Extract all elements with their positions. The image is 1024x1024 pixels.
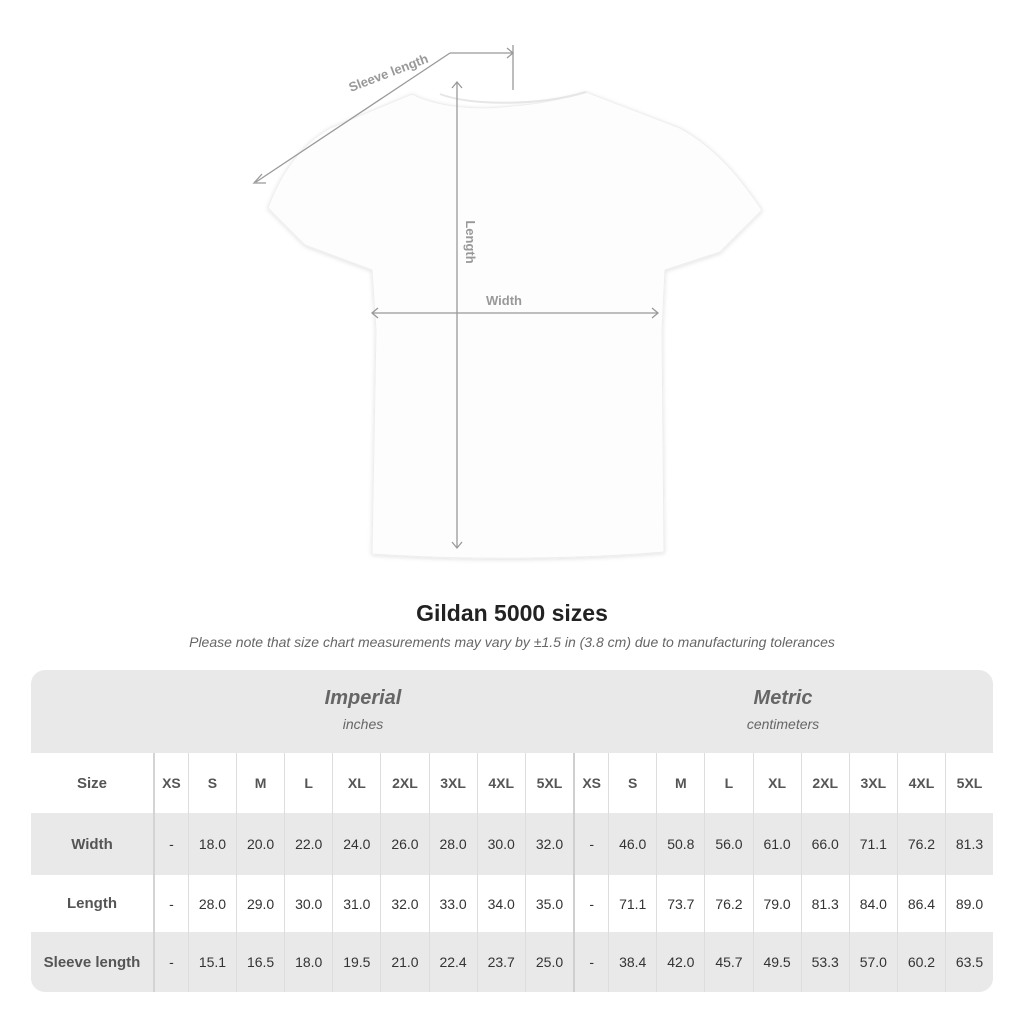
table-row: Width -18.0 20.0 22.0 24.0 26.0 28.0 30.0 32.0-4… <box>31 813 993 875</box>
metric-cell: 73.7 <box>656 875 705 932</box>
metric-title: Metric <box>753 687 813 709</box>
imperial-cell: 28.0 <box>187 875 237 932</box>
imperial-cell: 24.0 <box>332 813 381 875</box>
tshirt-shape <box>267 91 763 559</box>
size-header-xs: XS <box>573 753 609 813</box>
imperial-cell: 32.0 <box>380 875 430 932</box>
metric-cell: - <box>573 875 609 932</box>
metric-cell: 60.2 <box>896 932 946 992</box>
metric-cell: - <box>573 813 609 875</box>
imperial-cell: 25.0 <box>524 932 575 992</box>
size-header-m: M <box>236 753 285 813</box>
imperial-cell: 30.0 <box>284 875 333 932</box>
size-header-4xl: 4XL <box>476 753 526 813</box>
metric-cell: 49.5 <box>752 932 802 992</box>
page-title: Gildan 5000 sizes <box>416 600 608 626</box>
metric-cell: 89.0 <box>945 875 993 932</box>
metric-header: Metric centimeters <box>573 670 993 753</box>
metric-cell: 45.7 <box>704 932 754 992</box>
imperial-title: Imperial <box>324 687 402 709</box>
table-header-row: Size XS S M L XL 2XL 3XL 4XL 5XL XS S M L XL 2XL 3XL 4XL 5… <box>31 753 993 813</box>
size-header-4xl: 4XL <box>896 753 946 813</box>
metric-cell: 71.1 <box>608 875 657 932</box>
row-label: Length <box>31 875 155 932</box>
imperial-cell: 22.0 <box>284 813 333 875</box>
metric-cell: 66.0 <box>800 813 850 875</box>
imperial-cell: 30.0 <box>476 813 526 875</box>
size-chart: Imperial inches Metric centimeters Size X… <box>31 670 993 992</box>
imperial-cell: 18.0 <box>187 813 237 875</box>
imperial-cell: 34.0 <box>476 875 526 932</box>
metric-cell: 84.0 <box>848 875 898 932</box>
imperial-cell: - <box>153 932 189 992</box>
row-label: Sleeve length <box>31 932 155 992</box>
imperial-cell: 22.4 <box>428 932 478 992</box>
metric-cell: 46.0 <box>608 813 657 875</box>
metric-cell: 81.3 <box>800 875 850 932</box>
imperial-cell: 19.5 <box>332 932 381 992</box>
metric-cell: 63.5 <box>945 932 993 992</box>
imperial-cell: 21.0 <box>380 932 430 992</box>
imperial-cell: - <box>153 813 189 875</box>
metric-cell: 56.0 <box>704 813 754 875</box>
imperial-cell: 23.7 <box>476 932 526 992</box>
metric-cell: 53.3 <box>800 932 850 992</box>
size-header-5xl: 5XL <box>945 753 993 813</box>
metric-cell: 42.0 <box>656 932 705 992</box>
metric-cell: 79.0 <box>752 875 802 932</box>
sleeve-length-label: Sleeve length <box>347 51 431 95</box>
size-header-3xl: 3XL <box>428 753 478 813</box>
size-table: Size XS S M L XL 2XL 3XL 4XL 5XL XS S M L XL 2XL 3XL 4XL 5… <box>31 753 993 992</box>
size-header-2xl: 2XL <box>380 753 430 813</box>
imperial-cell: 26.0 <box>380 813 430 875</box>
metric-cell: 50.8 <box>656 813 705 875</box>
size-header-m: M <box>656 753 705 813</box>
metric-cell: 86.4 <box>896 875 946 932</box>
imperial-cell: 33.0 <box>428 875 478 932</box>
row-label: Width <box>31 813 155 875</box>
imperial-cell: 32.0 <box>524 813 575 875</box>
length-label: Length <box>463 220 478 263</box>
imperial-cell: 15.1 <box>187 932 237 992</box>
size-header-xs: XS <box>153 753 189 813</box>
width-label: Width <box>486 293 522 308</box>
metric-cell: 38.4 <box>608 932 657 992</box>
size-header-l: L <box>704 753 754 813</box>
metric-cell: 76.2 <box>704 875 754 932</box>
table-row: Length -28.0 29.0 30.0 31.0 32.0 33.0 34.0 35.0-… <box>31 875 993 932</box>
size-header: Size <box>31 753 155 813</box>
metric-cell: 61.0 <box>752 813 802 875</box>
size-header-3xl: 3XL <box>848 753 898 813</box>
metric-cell: 57.0 <box>848 932 898 992</box>
imperial-cell: 35.0 <box>524 875 575 932</box>
size-header-xl: XL <box>332 753 381 813</box>
imperial-cell: 31.0 <box>332 875 381 932</box>
imperial-header: Imperial inches <box>153 670 573 753</box>
imperial-cell: 29.0 <box>236 875 285 932</box>
imperial-cell: 16.5 <box>236 932 285 992</box>
metric-cell: - <box>573 932 609 992</box>
imperial-cell: 28.0 <box>428 813 478 875</box>
imperial-cell: - <box>153 875 189 932</box>
size-header-s: S <box>608 753 657 813</box>
metric-unit: centimeters <box>746 716 820 732</box>
tshirt-diagram: Sleeve length Length Width <box>252 45 763 559</box>
metric-cell: 81.3 <box>945 813 993 875</box>
metric-cell: 71.1 <box>848 813 898 875</box>
imperial-cell: 20.0 <box>236 813 285 875</box>
table-row: Sleeve length -15.1 16.5 18.0 19.5 21.0 22.4 23… <box>31 932 993 992</box>
size-header-2xl: 2XL <box>800 753 850 813</box>
metric-cell: 76.2 <box>896 813 946 875</box>
imperial-cell: 18.0 <box>284 932 333 992</box>
imperial-unit: inches <box>342 716 384 732</box>
size-header-xl: XL <box>752 753 802 813</box>
size-header-s: S <box>187 753 237 813</box>
size-header-5xl: 5XL <box>524 753 575 813</box>
tolerance-note: Please note that size chart measurements… <box>189 634 835 650</box>
size-header-l: L <box>284 753 333 813</box>
